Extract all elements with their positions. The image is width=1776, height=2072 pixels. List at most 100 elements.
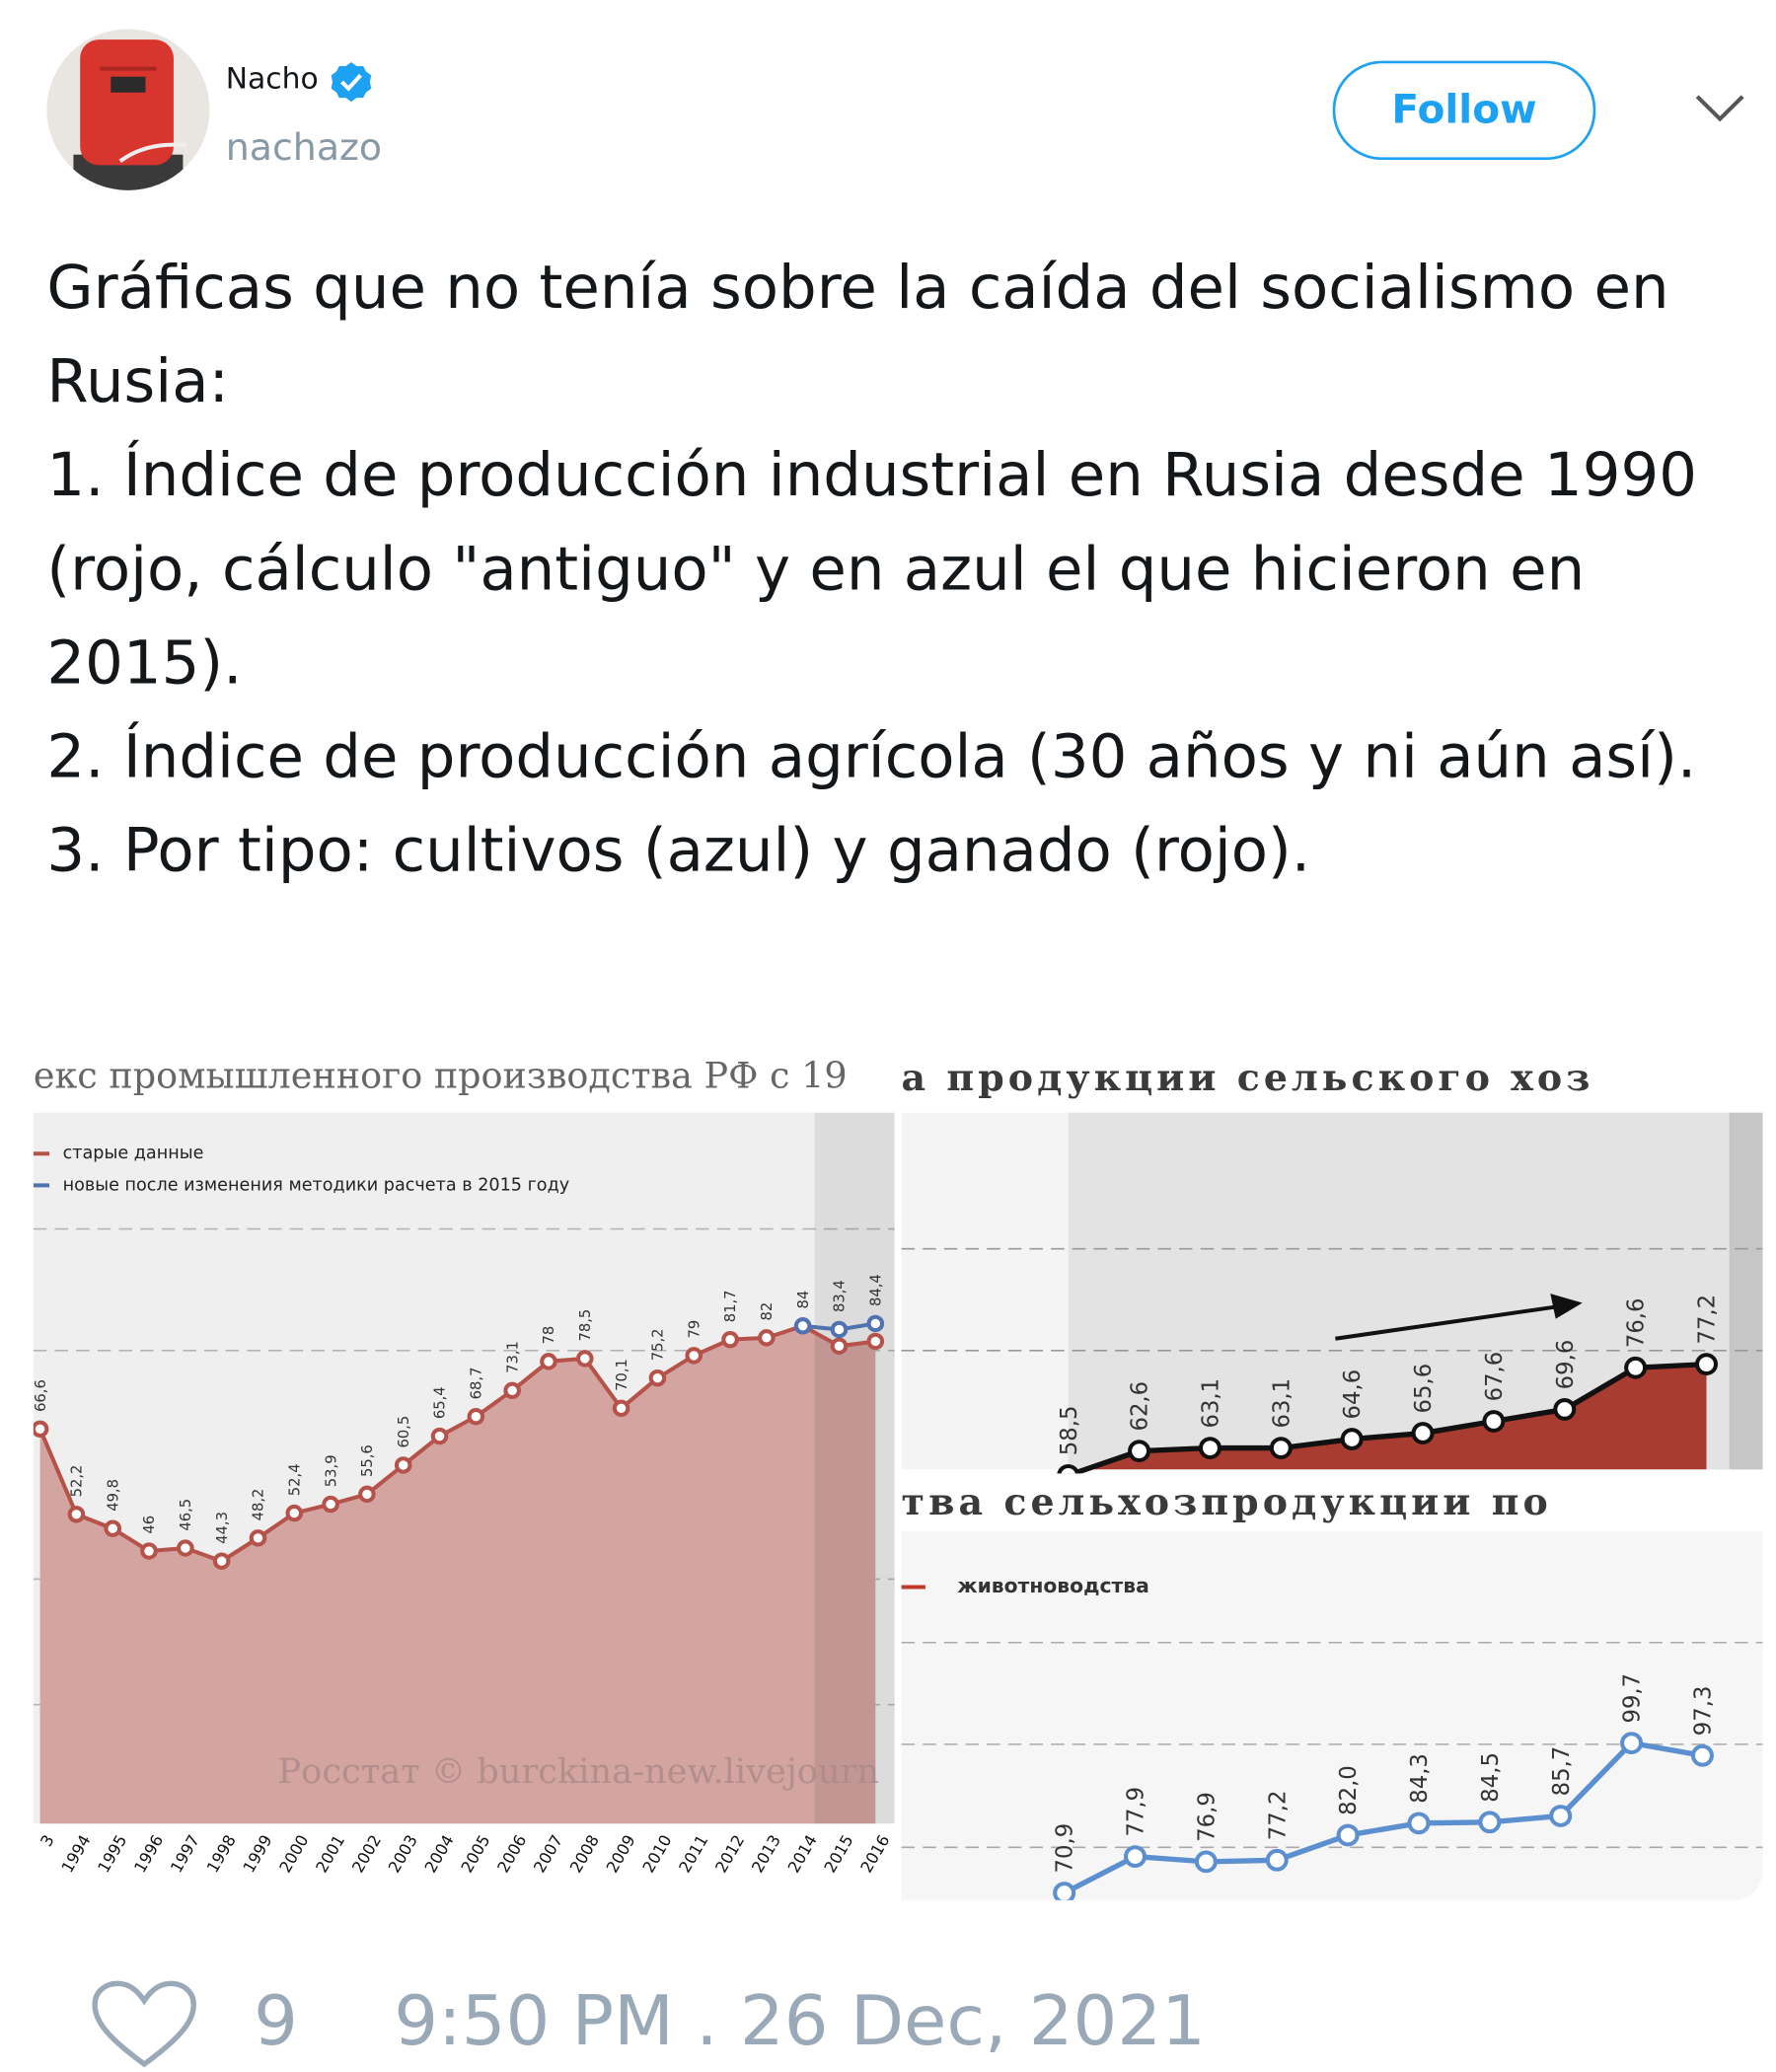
- x-tick-label: 1997: [167, 1831, 203, 1876]
- marker: [1482, 1410, 1506, 1433]
- value-label: 85,7: [1549, 1746, 1575, 1797]
- x-tick-label: 2012: [711, 1831, 748, 1876]
- value-label: 46: [141, 1516, 158, 1534]
- paragraph: 2. Índice de producción agrícola (30 año…: [46, 721, 1697, 792]
- marker: [1411, 1422, 1435, 1444]
- x-tick-label: 1995: [94, 1831, 130, 1876]
- x-tick-label: 1998: [203, 1831, 240, 1876]
- value-label: 48,2: [251, 1489, 267, 1521]
- more-menu[interactable]: [1693, 90, 1746, 127]
- x-tick-label: 2001: [312, 1831, 348, 1876]
- marker: [793, 1317, 812, 1335]
- x-tick-label: 1999: [240, 1831, 276, 1876]
- value-label: 53,9: [323, 1454, 339, 1487]
- x-tick-label: 2000: [275, 1831, 312, 1876]
- value-label: 77,2: [1265, 1791, 1291, 1841]
- value-label: 84,3: [1407, 1753, 1433, 1804]
- marker: [648, 1369, 667, 1387]
- marker: [104, 1519, 122, 1537]
- marker: [322, 1495, 339, 1514]
- value-label: 82: [759, 1302, 776, 1321]
- marker: [1198, 1437, 1221, 1459]
- value-label: 65,6: [1411, 1364, 1437, 1414]
- like-icon[interactable]: [91, 1979, 197, 2069]
- chart-image[interactable]: 58,5 62,6 63,1 63,1 64,6 65,6 67,6 69,6 76,6 77,2…: [901, 1044, 1763, 1474]
- value-label: 76,9: [1194, 1792, 1220, 1842]
- marker: [249, 1529, 267, 1547]
- marker: [1407, 1812, 1431, 1835]
- value-label: 78: [541, 1326, 557, 1345]
- value-label: 78,5: [577, 1309, 594, 1342]
- marker: [212, 1552, 231, 1570]
- follow-button[interactable]: Follow: [1332, 60, 1596, 161]
- forecast-shading: [814, 1112, 895, 1824]
- timestamp[interactable]: 9:50 PM . 26 Dec, 2021: [394, 1981, 1206, 2062]
- paragraph: 3. Por tipo: cultivos (azul) y ganado (r…: [46, 815, 1311, 886]
- marker: [1194, 1850, 1218, 1874]
- marker: [830, 1337, 849, 1355]
- marker: [467, 1408, 485, 1426]
- value-label: 62,6: [1128, 1381, 1153, 1432]
- marker: [1695, 1353, 1719, 1376]
- marker: [758, 1329, 776, 1347]
- x-tick-label: 2010: [638, 1831, 675, 1876]
- x-tick-label: 2005: [457, 1831, 493, 1876]
- x-tick-label: 2015: [821, 1831, 857, 1876]
- user-handle[interactable]: nachazo: [225, 125, 383, 170]
- value-label: 77,2: [1694, 1295, 1720, 1345]
- marker: [1690, 1743, 1714, 1767]
- marker: [1340, 1428, 1364, 1450]
- value-label: 52,2: [69, 1465, 86, 1498]
- trend-arrow: [1335, 1304, 1557, 1341]
- marker: [1624, 1356, 1648, 1379]
- value-label: 84,4: [867, 1274, 884, 1306]
- x-tick-label: 2008: [566, 1831, 603, 1876]
- x-tick-label: 2016: [856, 1831, 893, 1876]
- value-label: 73,1: [504, 1341, 521, 1373]
- chart-image[interactable]: 70,9 77,9 76,9 77,2 82,0 84,3 84,5 85,7 99,7 97,3…: [901, 1476, 1763, 1900]
- marker: [1553, 1398, 1577, 1421]
- paragraph: 1. Índice de producción industrial en Ru…: [46, 439, 1698, 699]
- x-tick-label: 2011: [675, 1831, 711, 1876]
- marker: [1620, 1732, 1644, 1754]
- x-tick-label: 3: [37, 1831, 58, 1849]
- value-label: 55,6: [359, 1444, 376, 1477]
- value-label: 84: [795, 1291, 812, 1309]
- marker: [612, 1399, 630, 1418]
- x-tick-label: 2003: [385, 1831, 421, 1876]
- marker: [140, 1542, 158, 1560]
- value-label: 64,6: [1340, 1369, 1366, 1420]
- tweet-text: Gráficas que no tenía sobre la caída del…: [46, 241, 1776, 898]
- chart-image[interactable]: 66,6 52,2 49,8 46 46,5 44,3 48,2 52,4 53,9 55,6 60…: [33, 1044, 895, 1903]
- value-label: 46,5: [178, 1499, 194, 1531]
- x-tick-label: 2014: [784, 1831, 821, 1876]
- x-tick-label: 2007: [530, 1831, 566, 1876]
- chart-frame: 70,9 77,9 76,9 77,2 82,0 84,3 84,5 85,7 99,7 97,3…: [901, 1476, 1763, 1900]
- legend-label: новые после изменения методики расчета в…: [63, 1175, 570, 1195]
- x-tick-label: 2002: [348, 1831, 385, 1876]
- paragraph: Gráficas que no tenía sobre la caída del…: [46, 252, 1669, 416]
- marker: [503, 1381, 521, 1400]
- marker: [177, 1539, 194, 1557]
- value-label: 84,5: [1478, 1752, 1504, 1803]
- x-tick-label: 1996: [130, 1831, 167, 1876]
- value-label: 70,9: [1053, 1823, 1078, 1874]
- avatar[interactable]: [46, 29, 210, 190]
- trend-arrowhead: [1550, 1294, 1583, 1319]
- marker: [1053, 1882, 1076, 1900]
- value-label: 49,8: [105, 1479, 121, 1512]
- value-label: 81,7: [722, 1290, 739, 1322]
- x-tick-label: 2013: [748, 1831, 784, 1876]
- x-tick-label: 2004: [421, 1831, 458, 1876]
- marker: [358, 1485, 376, 1504]
- verified-badge: [331, 61, 372, 103]
- marker: [866, 1314, 885, 1333]
- user-name[interactable]: Nacho: [225, 63, 319, 97]
- value-label: 70,1: [614, 1359, 630, 1391]
- watermark: Росстат © burckina-new.livejourn: [278, 1752, 880, 1792]
- chart-title: а продукции сельского хоз: [902, 1056, 1594, 1099]
- x-tick-label: 1994: [57, 1831, 94, 1876]
- like-count: 9: [254, 1981, 298, 2062]
- marker: [540, 1353, 557, 1370]
- value-label: 82,0: [1336, 1765, 1362, 1815]
